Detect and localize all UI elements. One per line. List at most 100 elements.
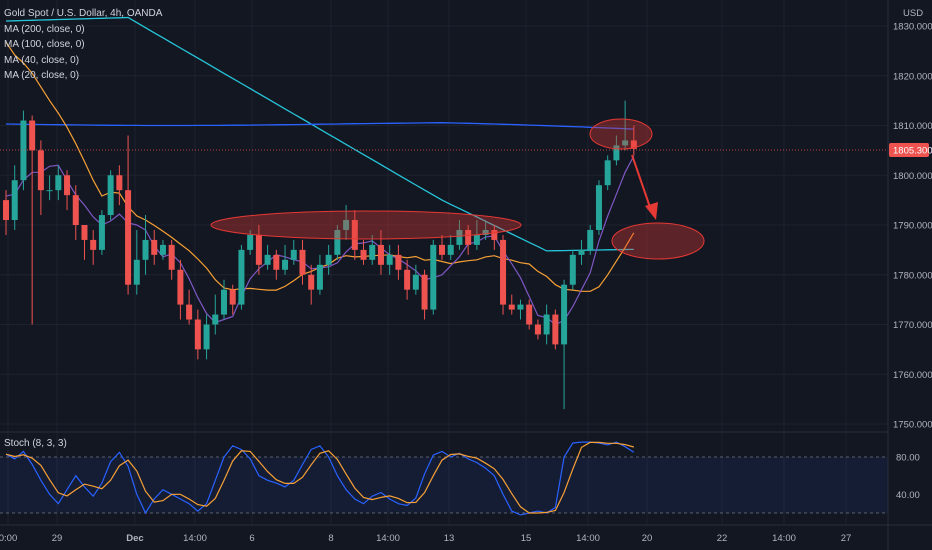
down-arrow-shaft (631, 154, 653, 214)
time-tick-label: 20 (642, 533, 653, 544)
candle (46, 190, 53, 192)
stoch-lines (5, 441, 635, 516)
candle (465, 229, 472, 245)
last-price-tag (889, 143, 929, 157)
candle (569, 254, 576, 285)
candle (125, 190, 132, 285)
price-tick-label: 1770.000 (893, 320, 932, 331)
candle (273, 254, 280, 270)
candle (491, 229, 498, 240)
candle (255, 234, 262, 265)
candle (177, 269, 184, 305)
time-axis[interactable]: 0:00 29 Dec 14:00 6 8 14:00 13 15 14:00 20 22 14:00 2… (0, 533, 851, 544)
candle (159, 244, 166, 255)
stoch-d-line (5, 441, 634, 514)
candle (439, 244, 445, 255)
ma200-line (5, 16, 634, 252)
candle (543, 314, 550, 335)
highlight-ellipse (210, 210, 522, 240)
symbol-title[interactable]: Gold Spot / U.S. Dollar, 4h, OANDA (4, 8, 163, 19)
candle (3, 200, 9, 221)
indicator-ma20[interactable]: MA (20, close, 0) (4, 70, 80, 81)
candle (613, 145, 620, 161)
candle (534, 324, 541, 335)
candle (203, 324, 210, 350)
candle (430, 244, 437, 310)
time-tick-label: 8 (328, 533, 333, 544)
candle (500, 239, 507, 305)
ma100-line (5, 122, 634, 130)
candle (282, 259, 289, 270)
candle (290, 249, 297, 260)
candle (482, 229, 489, 235)
candle (377, 244, 384, 265)
candle (37, 150, 44, 191)
candle (55, 175, 62, 191)
candle (473, 234, 480, 245)
price-tick-label: 1760.000 (893, 370, 932, 381)
candle (308, 274, 315, 290)
candle (369, 244, 376, 260)
chart-legend: Gold Spot / U.S. Dollar, 4h, OANDA MA (2… (4, 6, 162, 84)
stoch-indicator-label[interactable]: Stoch (8, 3, 3) (4, 438, 67, 449)
candle (421, 274, 428, 310)
time-tick-label: 6 (249, 533, 254, 544)
price-axis[interactable]: 1830.000 1820.000 1810.000 1800.000 1790.000… (893, 22, 932, 431)
price-tick-label: 1820.000 (893, 71, 932, 82)
currency-label: USD (903, 8, 923, 19)
candle (194, 319, 201, 350)
down-arrow-head (645, 202, 658, 220)
candle (133, 259, 140, 285)
candle (343, 220, 350, 230)
time-tick-label: 13 (444, 533, 455, 544)
stoch-band (0, 456, 888, 514)
candle (334, 229, 341, 255)
candle (299, 249, 306, 275)
time-tick-label: 14:00 (772, 533, 796, 544)
candle (107, 175, 114, 216)
candle (456, 229, 463, 245)
candle (325, 254, 332, 265)
time-tick-label: 15 (521, 533, 532, 544)
price-tick-label: 1830.000 (893, 22, 932, 33)
candle (98, 215, 105, 250)
candle (116, 175, 123, 191)
candle (64, 175, 71, 196)
candle (229, 289, 236, 305)
candle (90, 239, 97, 250)
stoch-axis[interactable]: 80.00 40.00 (896, 453, 920, 501)
indicator-ma100[interactable]: MA (100, close, 0) (4, 39, 85, 50)
last-price-marker: 1805.300 (0, 143, 932, 157)
candle (247, 234, 254, 250)
time-tick-label: Dec (126, 533, 143, 544)
candle (604, 160, 611, 186)
candle (447, 244, 454, 255)
candle (360, 249, 367, 260)
last-price-text: 1805.300 (893, 146, 932, 157)
candle (186, 304, 193, 320)
indicator-ma40[interactable]: MA (40, close, 0) (4, 54, 80, 66)
candle (622, 140, 629, 146)
price-tick-label: 1780.000 (893, 270, 932, 281)
candle (142, 239, 149, 260)
candle (395, 254, 402, 270)
candle (508, 304, 515, 310)
stoch-tick-label: 80.00 (896, 453, 920, 464)
time-tick-label: 0:00 (0, 533, 17, 544)
user-drawings[interactable] (210, 118, 705, 260)
candle (630, 140, 637, 149)
indicator-ma200[interactable]: MA (200, close, 0) (4, 23, 85, 35)
price-tick-label: 1800.000 (893, 171, 932, 182)
candle (72, 195, 79, 225)
time-tick-label: 29 (52, 533, 63, 544)
time-tick-label: 14:00 (183, 533, 207, 544)
candle (552, 314, 559, 345)
candles[interactable] (3, 100, 637, 410)
price-tick-label: 1750.000 (893, 420, 932, 431)
time-tick-label: 22 (717, 533, 728, 544)
candle (11, 180, 18, 221)
time-tick-label: 27 (841, 533, 852, 544)
candle (168, 244, 175, 270)
time-tick-label: 14:00 (376, 533, 400, 544)
